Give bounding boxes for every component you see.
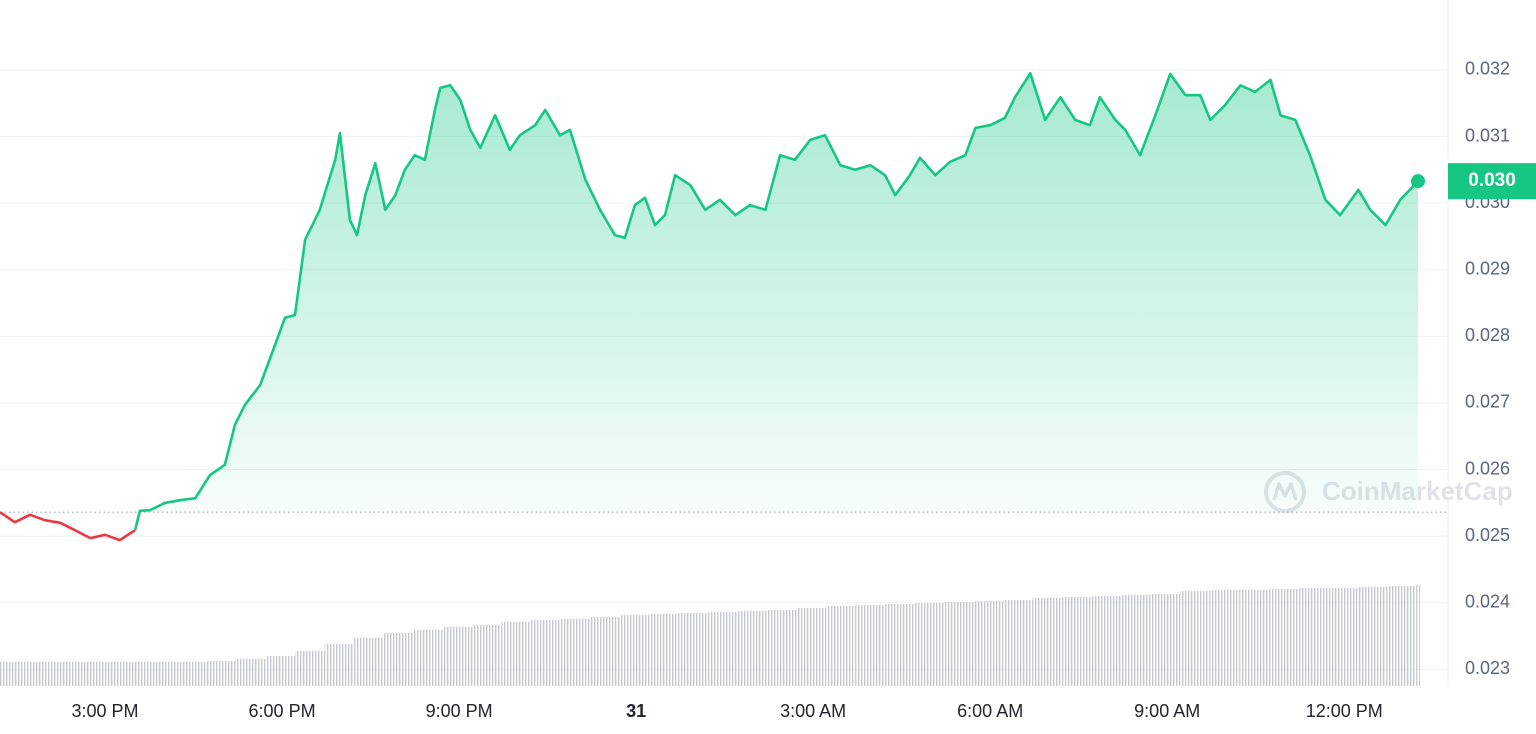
volume-bar — [855, 605, 886, 686]
volume — [0, 585, 1420, 686]
x-tick-label: 31 — [626, 701, 646, 721]
volume-bar — [1032, 598, 1063, 686]
volume-bar — [295, 651, 325, 686]
volume-bar — [442, 627, 473, 686]
volume-bar — [590, 617, 620, 686]
volume-bar — [1268, 589, 1299, 686]
x-tick-label: 3:00 AM — [780, 701, 846, 721]
y-tick-label: 0.028 — [1465, 325, 1510, 345]
volume-bar — [236, 659, 266, 686]
volume-bar — [1209, 590, 1240, 686]
x-tick-label: 6:00 AM — [957, 701, 1023, 721]
volume-bar — [619, 615, 650, 686]
last-point — [1411, 174, 1425, 189]
volume-bar — [1180, 591, 1210, 686]
volume-bar — [265, 656, 296, 686]
volume-bar — [1386, 586, 1417, 686]
volume-bar — [1150, 594, 1181, 686]
volume-bar — [501, 622, 532, 686]
volume-bar — [973, 601, 1004, 686]
x-tick-label: 12:00 PM — [1306, 701, 1383, 721]
y-tick-label: 0.032 — [1465, 59, 1510, 79]
price-line — [133, 72, 1419, 531]
volume-bar — [1327, 588, 1358, 686]
y-tick-label: 0.026 — [1465, 458, 1510, 478]
price-badge-label: 0.030 — [1468, 170, 1516, 191]
y-tick-label: 0.023 — [1465, 658, 1510, 678]
volume-bar — [708, 612, 738, 686]
volume-bar — [826, 606, 856, 686]
price-area — [135, 73, 1419, 531]
y-tick-label: 0.024 — [1465, 591, 1510, 611]
volume-bar — [383, 633, 414, 686]
x-tick-label: 9:00 PM — [426, 701, 493, 721]
volume-bar — [914, 603, 945, 686]
volume-bar — [1416, 585, 1420, 686]
plot — [0, 72, 1448, 542]
volume-bar — [29, 662, 60, 686]
volume-bar — [0, 662, 30, 686]
volume-bar — [1121, 595, 1151, 686]
volume-bar — [1003, 600, 1033, 686]
volume-bar — [147, 662, 178, 686]
y-tick-label: 0.025 — [1465, 525, 1510, 545]
x-tick-label: 6:00 PM — [249, 701, 316, 721]
y-tick-label: 0.031 — [1465, 125, 1510, 145]
volume-bar — [1062, 597, 1092, 686]
volume-bar — [796, 608, 827, 686]
volume-bar — [767, 610, 797, 686]
x-tick-label: 3:00 PM — [72, 701, 139, 721]
volume-bar — [531, 620, 561, 686]
volume-bar — [177, 662, 207, 686]
volume-bar — [324, 644, 355, 686]
volume-bar — [560, 619, 591, 686]
volume-bar — [649, 614, 679, 686]
x-tick-label: 9:00 AM — [1134, 701, 1200, 721]
volume-bar — [1298, 588, 1328, 686]
volume-bar — [885, 604, 915, 686]
volume-bar — [118, 662, 148, 686]
y-tick-label: 0.029 — [1465, 258, 1510, 278]
y-tick-label: 0.027 — [1465, 392, 1510, 412]
volume-bar — [944, 602, 974, 686]
price-badge — [1448, 163, 1536, 200]
price-line — [0, 511, 136, 542]
volume-bar — [1239, 590, 1269, 686]
volume-bar — [1357, 587, 1387, 686]
volume-bar — [678, 613, 709, 686]
volume-bar — [472, 625, 502, 686]
volume-bar — [413, 630, 443, 686]
volume-bar — [1091, 596, 1122, 686]
volume-bar — [206, 661, 237, 686]
volume-bar — [59, 662, 89, 686]
volume-bar — [737, 611, 768, 686]
volume-bar — [88, 662, 119, 686]
axis-labels: 0.023 0.024 0.025 0.026 0.027 0.028 0.029 0.030… — [72, 59, 1536, 721]
volume-bar — [354, 638, 384, 686]
